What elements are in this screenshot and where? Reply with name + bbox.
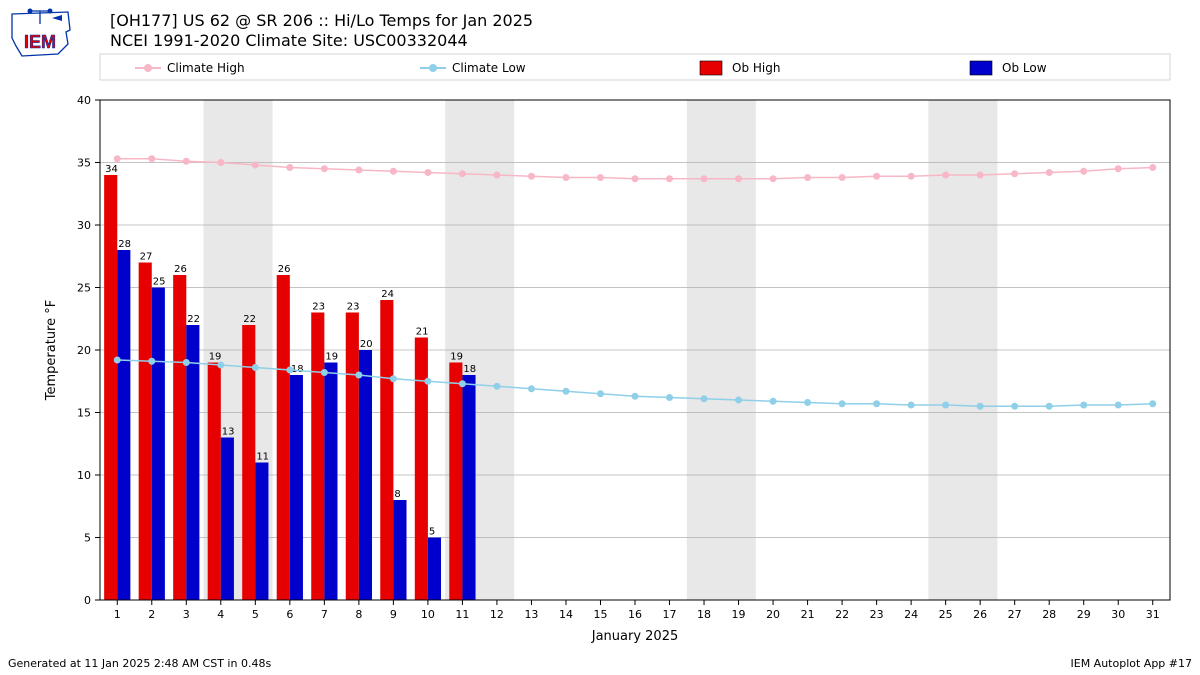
- svg-text:13: 13: [524, 608, 538, 621]
- footer-right: IEM Autoplot App #17: [1071, 657, 1193, 670]
- svg-text:28: 28: [1042, 608, 1056, 621]
- svg-text:9: 9: [390, 608, 397, 621]
- ob-low-label: 18: [463, 364, 476, 375]
- ob-low-bar: [462, 375, 475, 600]
- ob-high-label: 27: [140, 252, 153, 263]
- ob-low-label: 8: [394, 489, 400, 500]
- ob-high-label: 19: [450, 352, 463, 363]
- y-axis-label: Temperature °F: [44, 300, 59, 401]
- svg-text:14: 14: [559, 608, 573, 621]
- svg-text:4: 4: [217, 608, 224, 621]
- ob-high-label: 21: [416, 327, 429, 338]
- ob-high-bar: [173, 275, 186, 600]
- ob-low-bar: [393, 500, 406, 600]
- ob-low-bar: [255, 463, 268, 601]
- svg-text:31: 31: [1146, 608, 1160, 621]
- svg-text:27: 27: [1008, 608, 1022, 621]
- svg-text:30: 30: [77, 219, 91, 232]
- svg-text:IEM: IEM: [24, 32, 56, 52]
- svg-text:2: 2: [148, 608, 155, 621]
- svg-text:15: 15: [77, 407, 91, 420]
- svg-text:11: 11: [455, 608, 469, 621]
- ob-low-bar: [324, 363, 337, 601]
- svg-text:23: 23: [870, 608, 884, 621]
- svg-text:18: 18: [697, 608, 711, 621]
- svg-text:21: 21: [801, 608, 815, 621]
- ob-high-bar: [346, 313, 359, 601]
- ob-low-bar: [117, 250, 130, 600]
- svg-text:20: 20: [77, 344, 91, 357]
- ob-high-bar: [449, 363, 462, 601]
- temperature-chart: IEM [OH177] US 62 @ SR 206 :: Hi/Lo Temps…: [0, 0, 1200, 675]
- x-axis-label: January 2025: [591, 629, 679, 644]
- ob-low-label: 19: [325, 352, 338, 363]
- svg-text:19: 19: [732, 608, 746, 621]
- ob-high-bar: [277, 275, 290, 600]
- ob-low-bar: [186, 325, 199, 600]
- ob-low-label: 5: [429, 527, 435, 538]
- ob-low-label: 22: [187, 314, 200, 325]
- svg-text:29: 29: [1077, 608, 1091, 621]
- ob-low-label: 20: [360, 339, 373, 350]
- svg-text:10: 10: [421, 608, 435, 621]
- ob-low-bar: [152, 288, 165, 601]
- svg-text:40: 40: [77, 94, 91, 107]
- ob-high-bar: [104, 175, 117, 600]
- iem-logo: IEM: [12, 9, 70, 57]
- ob-low-bar: [359, 350, 372, 600]
- svg-text:0: 0: [84, 594, 91, 607]
- svg-text:25: 25: [939, 608, 953, 621]
- svg-text:22: 22: [835, 608, 849, 621]
- ob-low-label: 11: [256, 452, 269, 463]
- ob-low-label: 28: [118, 239, 131, 250]
- svg-text:26: 26: [973, 608, 987, 621]
- footer-left: Generated at 11 Jan 2025 2:48 AM CST in …: [8, 657, 271, 670]
- ob-low-bar: [290, 375, 303, 600]
- ob-low-label: 13: [222, 427, 235, 438]
- svg-text:35: 35: [77, 157, 91, 170]
- legend: Climate High Climate Low Ob High Ob Low: [100, 54, 1170, 80]
- ob-high-label: 23: [347, 302, 360, 313]
- ob-low-label: 25: [153, 277, 166, 288]
- svg-text:Ob Low: Ob Low: [1002, 61, 1047, 75]
- ob-high-bar: [139, 263, 152, 601]
- x-ticks: 1234567891011121314151617181920212223242…: [114, 600, 1160, 621]
- chart-title-2: NCEI 1991-2020 Climate Site: USC00332044: [110, 31, 468, 50]
- svg-text:Climate High: Climate High: [167, 61, 245, 75]
- svg-text:1: 1: [114, 608, 121, 621]
- svg-text:10: 10: [77, 469, 91, 482]
- svg-text:5: 5: [252, 608, 259, 621]
- ob-low-bar: [428, 538, 441, 601]
- ob-high-label: 22: [243, 314, 256, 325]
- svg-text:3: 3: [183, 608, 190, 621]
- chart-title-1: [OH177] US 62 @ SR 206 :: Hi/Lo Temps fo…: [110, 11, 533, 30]
- ob-high-bar: [415, 338, 428, 601]
- svg-text:17: 17: [663, 608, 677, 621]
- ob-high-label: 23: [312, 302, 325, 313]
- ob-high-label: 24: [381, 289, 394, 300]
- ob-high-label: 26: [278, 264, 291, 275]
- svg-text:7: 7: [321, 608, 328, 621]
- ob-high-bar: [380, 300, 393, 600]
- svg-text:20: 20: [766, 608, 780, 621]
- svg-text:15: 15: [593, 608, 607, 621]
- svg-text:12: 12: [490, 608, 504, 621]
- ob-high-bar: [208, 363, 221, 601]
- ob-low-bar: [221, 438, 234, 601]
- svg-text:25: 25: [77, 282, 91, 295]
- svg-text:30: 30: [1111, 608, 1125, 621]
- svg-text:Climate Low: Climate Low: [452, 61, 526, 75]
- observation-bars: 3427261922262323242119282522131118192085…: [104, 164, 476, 600]
- ob-high-bar: [311, 313, 324, 601]
- svg-text:6: 6: [286, 608, 293, 621]
- ob-high-label: 34: [105, 164, 118, 175]
- ob-high-label: 26: [174, 264, 187, 275]
- svg-text:5: 5: [84, 532, 91, 545]
- svg-text:16: 16: [628, 608, 642, 621]
- svg-text:8: 8: [355, 608, 362, 621]
- ob-high-label: 19: [209, 352, 222, 363]
- svg-text:Ob High: Ob High: [732, 61, 780, 75]
- svg-text:24: 24: [904, 608, 918, 621]
